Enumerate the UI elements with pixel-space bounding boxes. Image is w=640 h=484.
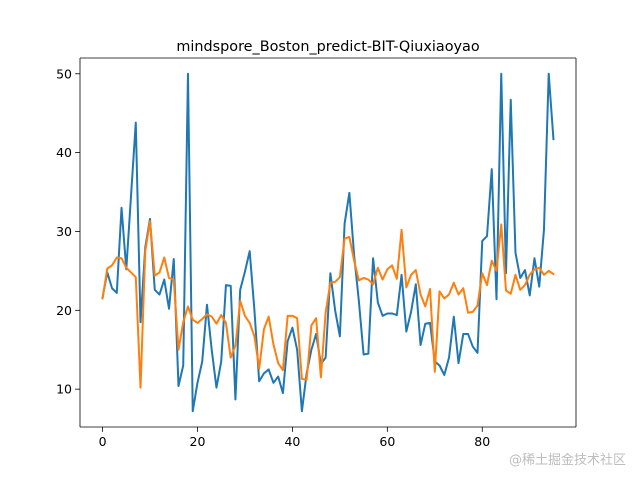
plot-background <box>80 58 576 427</box>
y-tick-label: 40 <box>56 145 72 160</box>
series-line-2 <box>101 220 555 389</box>
x-tick-label: 0 <box>99 434 107 449</box>
y-tick-label: 50 <box>56 66 72 81</box>
x-tick-label: 80 <box>474 434 490 449</box>
watermark-text: @稀土掘金技术社区 <box>508 453 626 468</box>
plot-area <box>80 58 576 427</box>
chart-title: mindspore_Boston_predict-BIT-Qiuxiaoyao <box>176 39 479 55</box>
x-tick-label: 60 <box>379 434 395 449</box>
series-layer <box>101 72 555 413</box>
y-tick-label: 30 <box>56 224 72 239</box>
x-tick-label: 40 <box>284 434 300 449</box>
x-axis: 0 20 40 60 80 <box>80 57 576 449</box>
series-line-1 <box>101 72 555 413</box>
y-tick-label: 10 <box>56 382 72 397</box>
y-axis: 10 20 30 40 50 <box>56 58 577 427</box>
x-tick-label: 20 <box>190 434 206 449</box>
y-tick-label: 20 <box>56 303 72 318</box>
